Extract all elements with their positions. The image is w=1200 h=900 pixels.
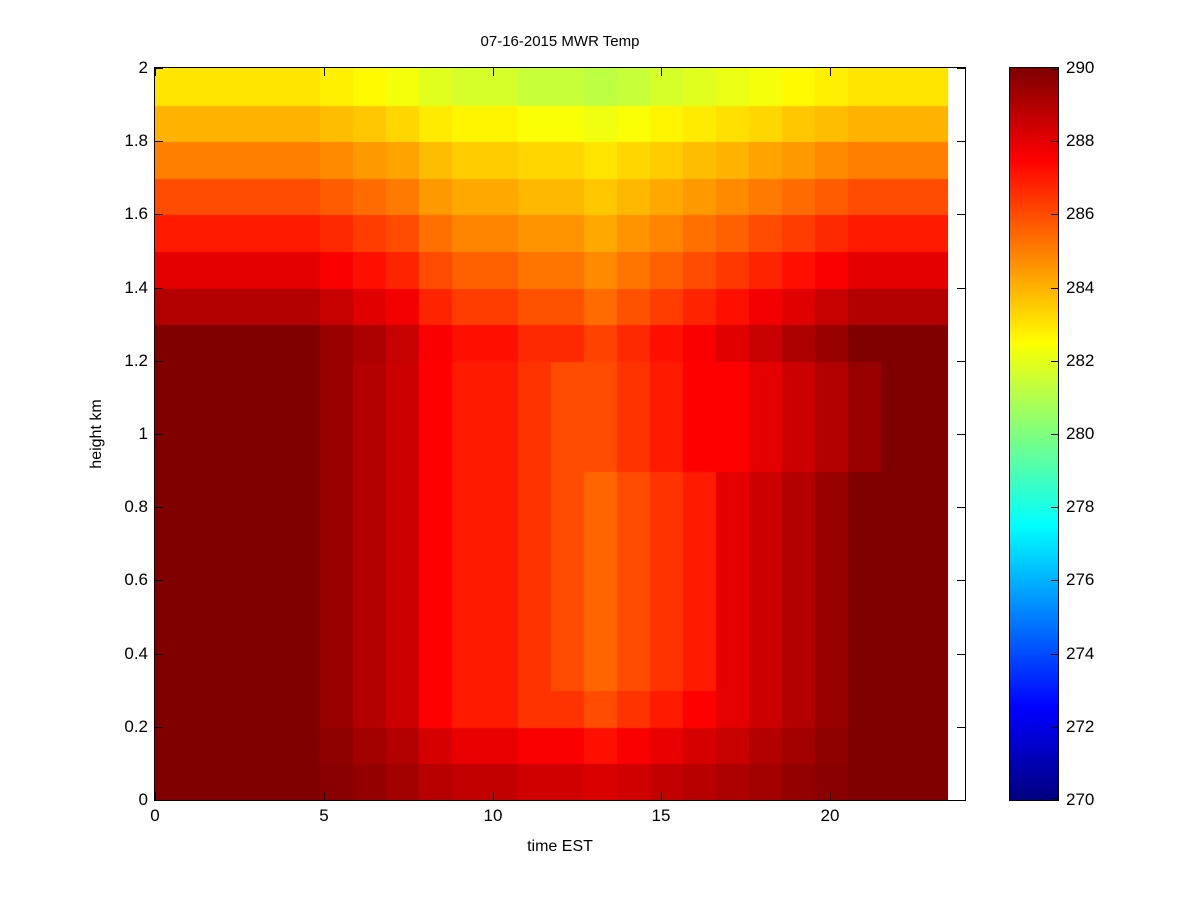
colorbar-tick-mark: [1051, 214, 1058, 215]
y-tick-mark: [957, 68, 965, 69]
x-tick-label: 20: [820, 806, 840, 825]
colorbar-tick-mark: [1051, 69, 1058, 70]
colorbar-tick-mark: [1051, 361, 1058, 362]
y-tick-mark: [957, 727, 965, 728]
x-tick-mark: [661, 792, 662, 800]
colorbar: [1009, 67, 1059, 801]
y-tick-mark: [957, 654, 965, 655]
x-tick-mark: [493, 792, 494, 800]
y-tick-label: 1.2: [124, 351, 148, 370]
y-tick-mark: [957, 800, 965, 801]
y-tick-label: 1: [138, 424, 148, 443]
x-tick-mark: [830, 792, 831, 800]
y-tick-mark: [155, 214, 163, 215]
y-tick-mark: [155, 507, 163, 508]
colorbar-tick-label: 288: [1066, 131, 1095, 150]
x-tick-mark: [155, 68, 156, 76]
x-tick-label: 0: [150, 806, 160, 825]
y-tick-label: 0.4: [124, 644, 148, 663]
y-tick-mark: [155, 361, 163, 362]
y-tick-mark: [155, 434, 163, 435]
y-tick-label: 0.8: [124, 497, 148, 516]
colorbar-tick-mark: [1051, 434, 1058, 435]
x-tick-mark: [324, 68, 325, 76]
y-tick-mark: [957, 141, 965, 142]
y-tick-mark: [155, 141, 163, 142]
colorbar-tick-label: 270: [1066, 790, 1095, 809]
x-tick-label: 10: [483, 806, 503, 825]
x-tick-mark: [155, 792, 156, 800]
x-tick-mark: [830, 68, 831, 76]
y-tick-mark: [155, 580, 163, 581]
colorbar-tick-mark: [1051, 141, 1058, 142]
y-tick-label: 0.6: [124, 570, 148, 589]
x-tick-label: 15: [651, 806, 671, 825]
y-tick-label: 1.4: [124, 278, 148, 297]
x-tick-mark: [324, 792, 325, 800]
colorbar-tick-mark: [1051, 507, 1058, 508]
y-tick-mark: [957, 288, 965, 289]
x-tick-label: 5: [319, 806, 329, 825]
y-tick-mark: [155, 654, 163, 655]
colorbar-tick-mark: [1051, 580, 1058, 581]
colorbar-tick-label: 280: [1066, 424, 1095, 443]
colorbar-tick-mark: [1051, 288, 1058, 289]
y-tick-label: 1.8: [124, 131, 148, 150]
x-tick-mark: [493, 68, 494, 76]
y-tick-mark: [957, 507, 965, 508]
y-tick-mark: [155, 288, 163, 289]
colorbar-tick-label: 286: [1066, 204, 1095, 223]
colorbar-tick-mark: [1051, 654, 1058, 655]
y-tick-mark: [155, 727, 163, 728]
colorbar-tick-mark: [1051, 727, 1058, 728]
colorbar-tick-label: 276: [1066, 570, 1095, 589]
heatmap-canvas: [155, 68, 948, 800]
colorbar-tick-label: 278: [1066, 497, 1095, 516]
y-tick-label: 0: [138, 790, 148, 809]
colorbar-tick-label: 282: [1066, 351, 1095, 370]
colorbar-tick-label: 272: [1066, 717, 1095, 736]
y-tick-mark: [957, 580, 965, 581]
y-tick-label: 2: [138, 58, 148, 77]
colorbar-canvas: [1010, 68, 1058, 800]
plot-area: [154, 67, 966, 801]
colorbar-tick-label: 274: [1066, 644, 1095, 663]
colorbar-tick-label: 290: [1066, 58, 1095, 77]
x-axis-label: time EST: [527, 838, 593, 855]
chart-title: 07-16-2015 MWR Temp: [480, 33, 640, 50]
y-tick-mark: [957, 434, 965, 435]
colorbar-tick-label: 284: [1066, 278, 1095, 297]
y-tick-mark: [155, 800, 163, 801]
y-tick-label: 1.6: [124, 204, 148, 223]
y-tick-mark: [957, 361, 965, 362]
colorbar-tick-mark: [1051, 798, 1058, 799]
y-tick-mark: [155, 68, 163, 69]
y-tick-label: 0.2: [124, 717, 148, 736]
y-tick-mark: [957, 214, 965, 215]
x-tick-mark: [661, 68, 662, 76]
